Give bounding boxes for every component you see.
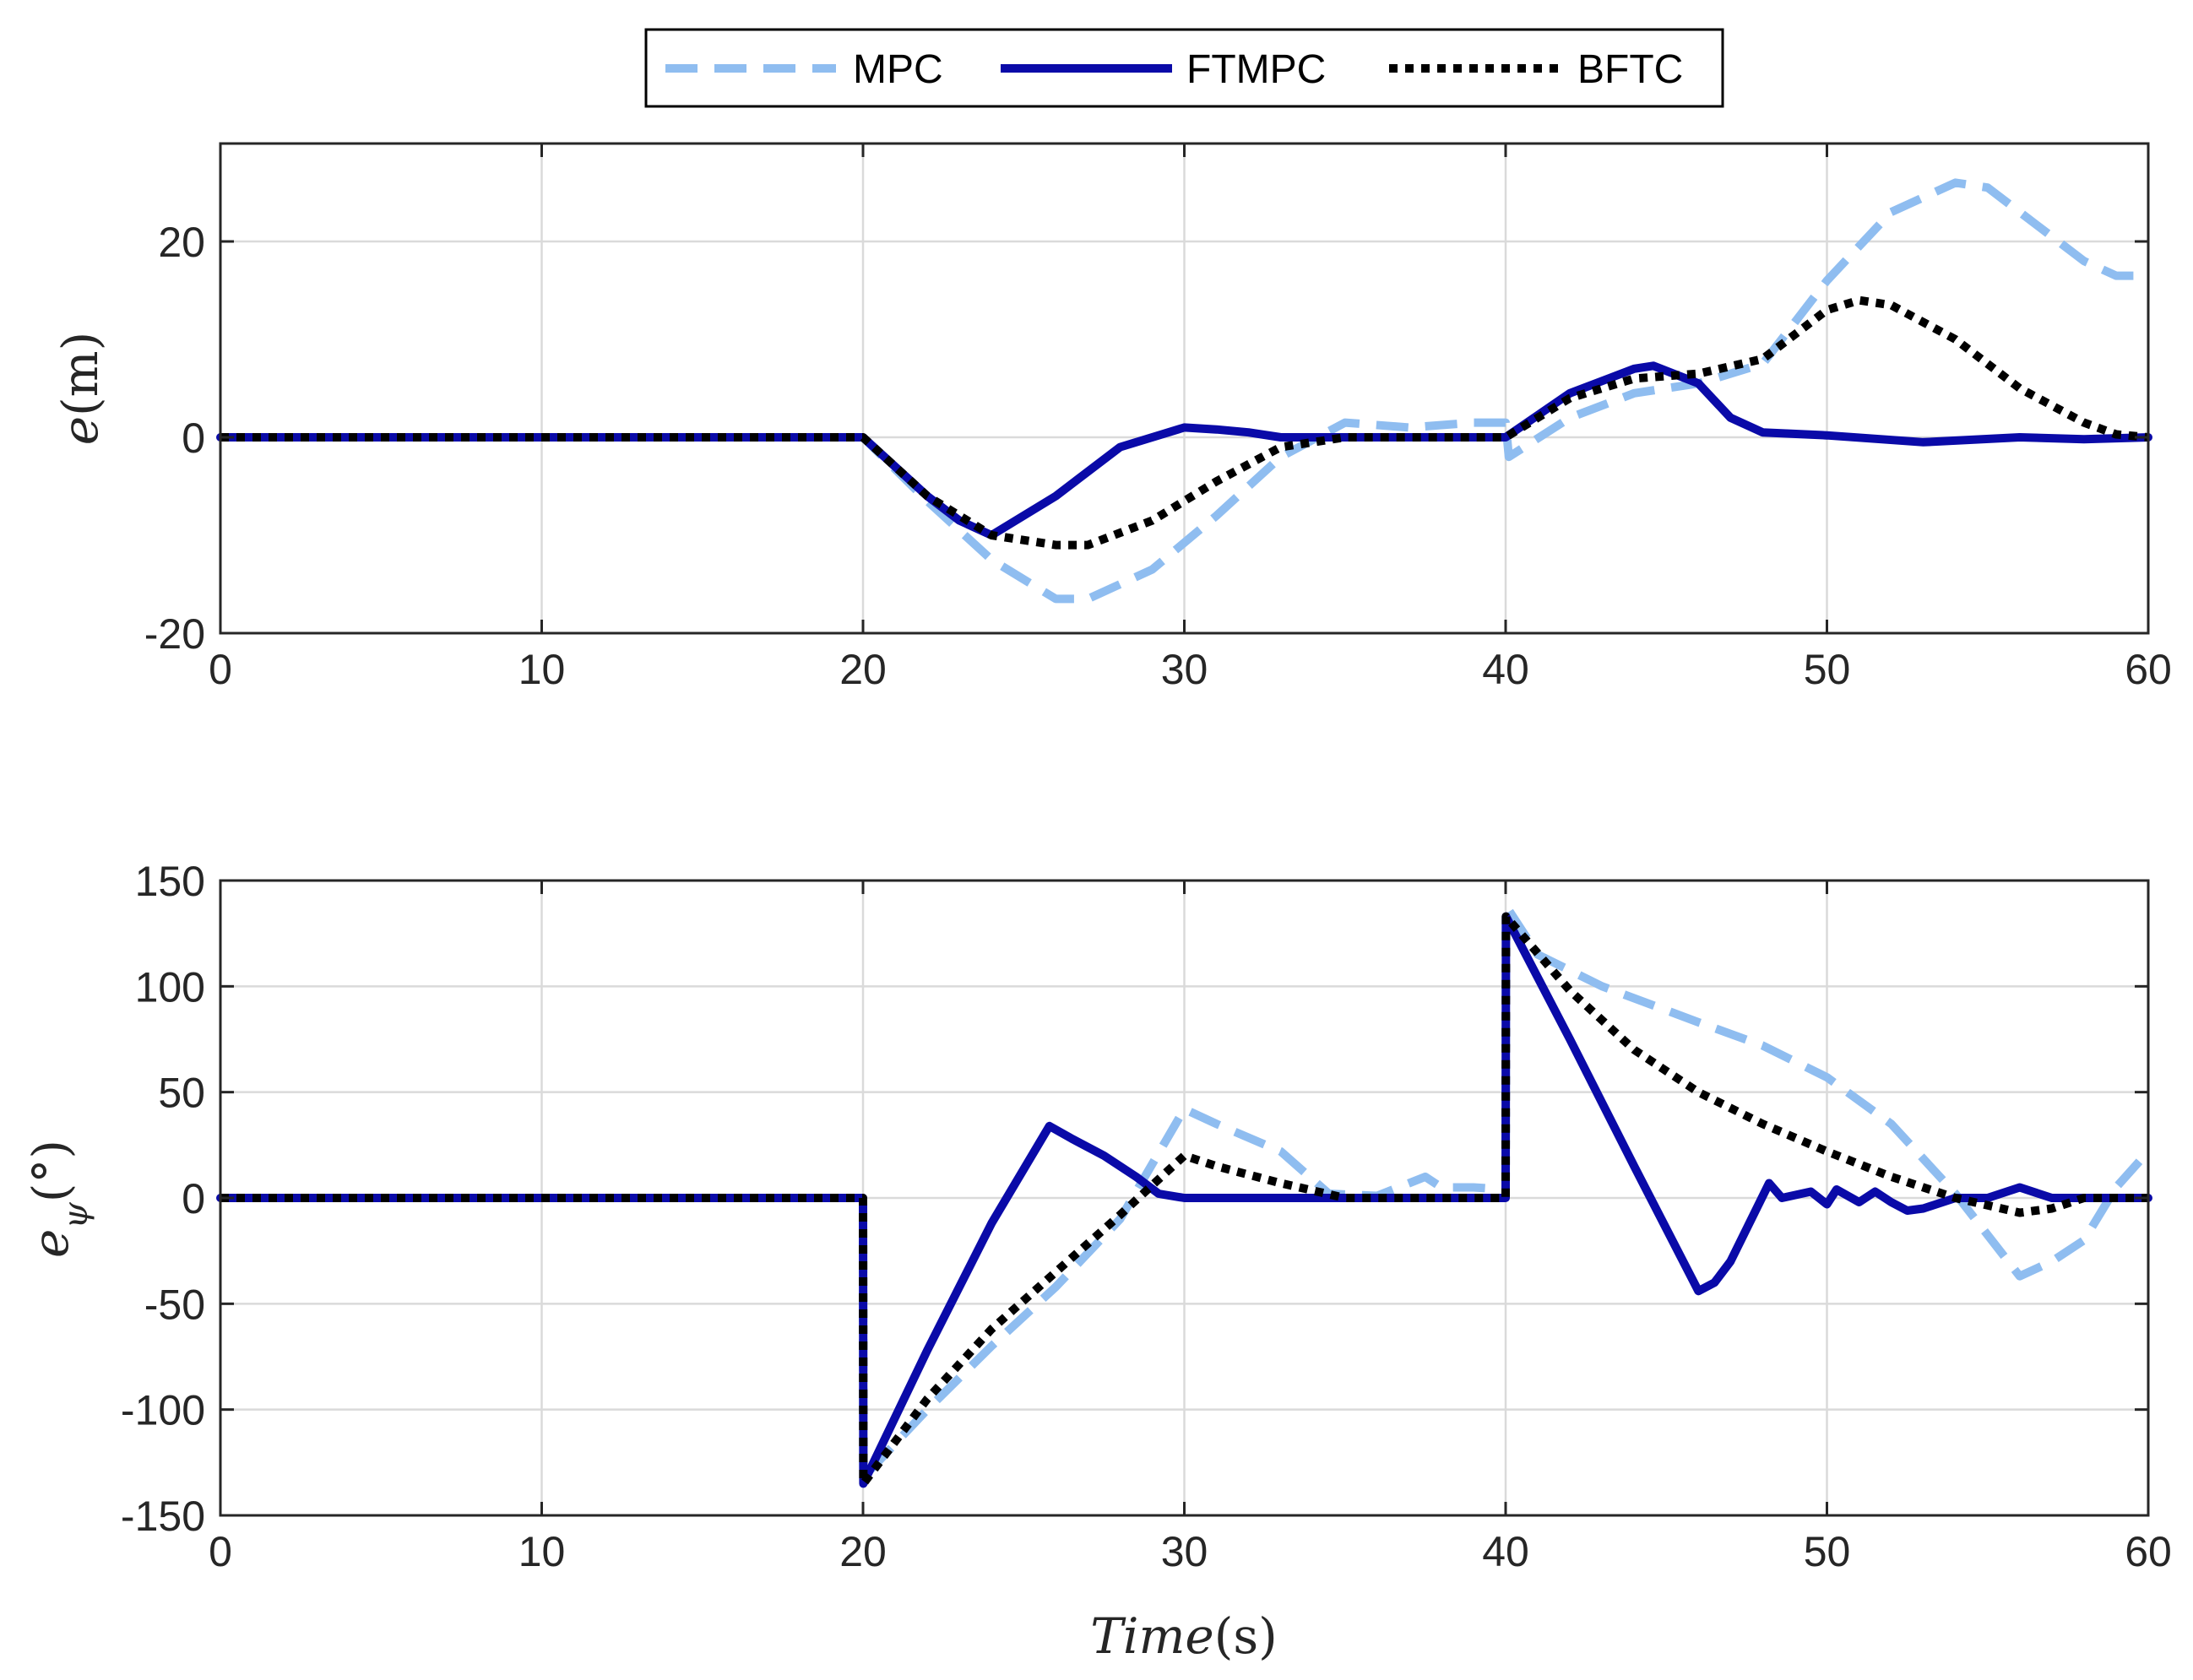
heading-error-x-tick-label: 50 xyxy=(1804,1528,1851,1575)
lateral-error-y-tick-label: 0 xyxy=(182,415,205,462)
heading-error-x-tick-label: 10 xyxy=(518,1528,566,1575)
heading-error-series-mpc xyxy=(220,902,2152,1482)
lateral-error-x-tick-label: 10 xyxy=(518,646,566,693)
heading-error-x-tick-label: 0 xyxy=(209,1528,232,1575)
lateral-error-x-tick-label: 40 xyxy=(1482,646,1529,693)
heading-error-series-ftmpc xyxy=(216,912,2152,1488)
heading-error-y-tick-label: 100 xyxy=(135,963,205,1011)
legend: MPC FTMPC BFTC xyxy=(644,28,1724,108)
lateral-error-x-tick-label: 0 xyxy=(209,646,232,693)
heading-error-y-tick-label: 150 xyxy=(135,858,205,905)
heading-error-y-tick-label: 50 xyxy=(158,1070,205,1117)
legend-box xyxy=(644,28,1724,108)
lateral-error-series-mpc xyxy=(220,178,2148,604)
heading-error-y-label: eψ(°) xyxy=(22,1140,95,1258)
lateral-error-x-tick-label: 30 xyxy=(1161,646,1208,693)
lateral-error-x-tick-label: 50 xyxy=(1804,646,1851,693)
heading-error-y-tick-label: -100 xyxy=(121,1387,205,1434)
heading-error-x-tick-label: 20 xyxy=(839,1528,887,1575)
heading-error-y-tick-label: -150 xyxy=(121,1493,205,1540)
lateral-error-series-bftc xyxy=(220,295,2149,550)
heading-error-x-tick-label: 40 xyxy=(1482,1528,1529,1575)
heading-error-x-tick-label: 30 xyxy=(1161,1528,1208,1575)
legend-bftc-label: BFTC xyxy=(1577,47,1683,92)
lateral-error-y-tick-label: -20 xyxy=(144,610,205,658)
heading-error-y-tick-label: -50 xyxy=(144,1281,205,1328)
heading-error-x-label: Time(s) xyxy=(1090,1607,1278,1665)
lateral-error-x-tick-label: 20 xyxy=(839,646,887,693)
heading-error-y-tick-label: 0 xyxy=(182,1175,205,1222)
lateral-error-x-tick-label: 60 xyxy=(2125,646,2172,693)
legend-mpc-label: MPC xyxy=(853,47,943,92)
lateral-error-y-label: e(m) xyxy=(52,332,109,446)
legend-ftmpc-label: FTMPC xyxy=(1186,47,1326,92)
lateral-error-y-tick-label: 20 xyxy=(158,219,205,266)
heading-error-series-bftc xyxy=(220,912,2148,1488)
heading-error-x-tick-label: 60 xyxy=(2125,1528,2172,1575)
